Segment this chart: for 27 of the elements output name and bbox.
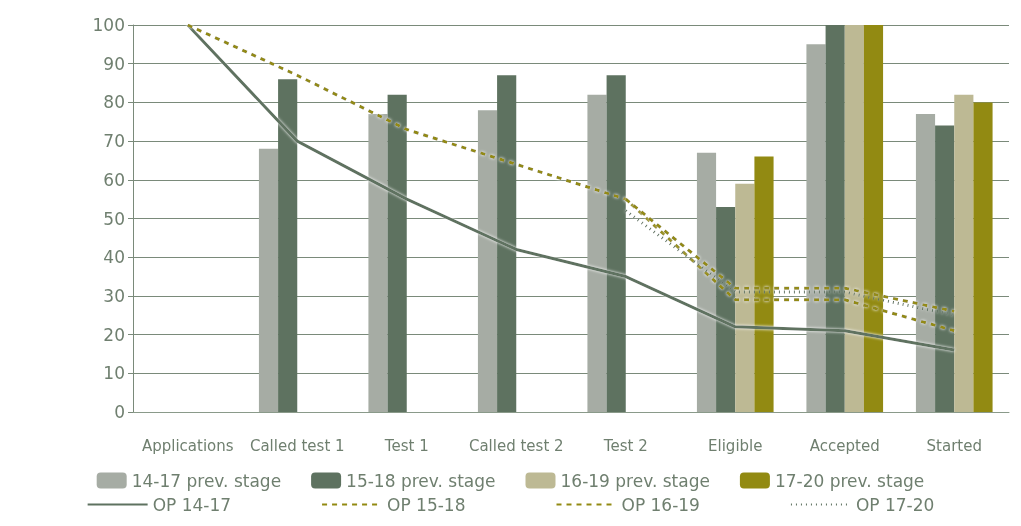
legend-label: OP 15-18 [387, 494, 466, 515]
y-tick-label: 100 [92, 15, 125, 35]
x-tick-label: Test 1 [383, 436, 429, 455]
legend-label: OP 17-20 [855, 494, 935, 515]
y-tick-label: 0 [114, 402, 125, 422]
legend-label: 17-20 prev. stage [774, 470, 925, 491]
y-tick-label: 40 [103, 247, 125, 268]
x-tick-label: Called test 1 [249, 436, 345, 455]
y-tick-label: 70 [103, 131, 125, 152]
y-tick-label: 50 [103, 208, 125, 229]
x-tick-label: Test 2 [602, 436, 648, 455]
y-tick-label: 20 [103, 324, 125, 345]
legend-label: 14-17 prev. stage [131, 470, 282, 491]
legend-label: 15-18 prev. stage [346, 470, 496, 491]
y-tick-label: 60 [103, 169, 125, 190]
y-tick-label: 90 [103, 53, 125, 74]
y-tick-label: 80 [103, 92, 125, 113]
y-tick-label: 30 [103, 285, 125, 306]
x-tick-label: Accepted [809, 436, 880, 455]
y-tick-label: 10 [103, 363, 125, 384]
legend-label: OP 14-17 [152, 494, 232, 515]
x-tick-label: Started [926, 436, 982, 455]
legend-label: OP 16-19 [621, 494, 700, 515]
x-tick-label: Eligible [708, 436, 763, 455]
legend-label: 16-19 prev. stage [560, 470, 710, 491]
x-tick-label: Called test 2 [468, 436, 564, 455]
x-tick-label: Applications [141, 436, 234, 455]
